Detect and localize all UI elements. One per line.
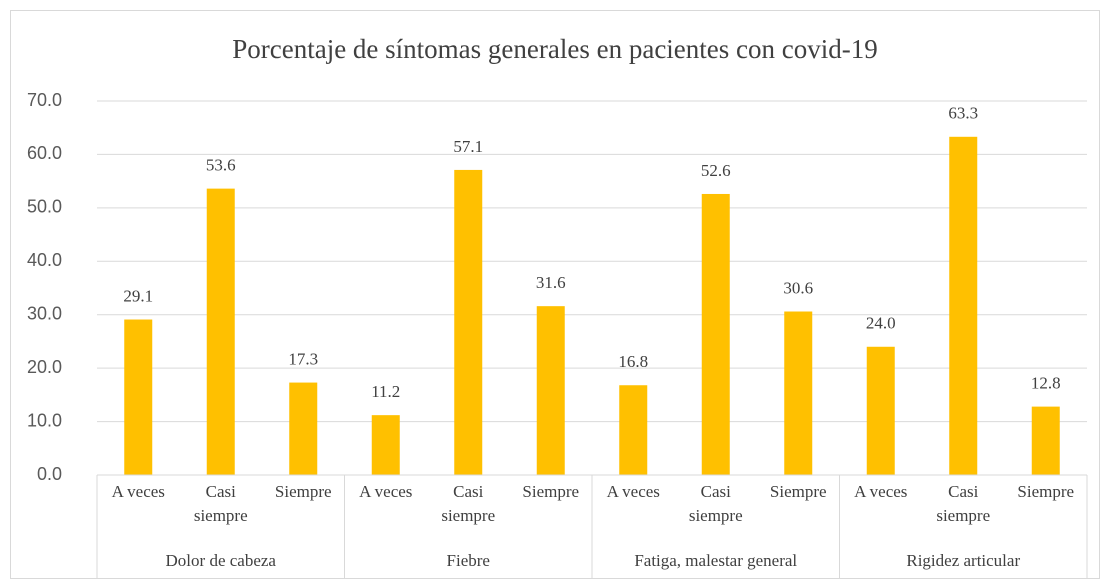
x-tick-label: Siempre — [522, 482, 579, 501]
x-tick-label: Siempre — [1017, 482, 1074, 501]
y-tick-label: 60.0 — [27, 143, 62, 163]
chart-border — [10, 10, 1100, 579]
bar — [1031, 406, 1060, 475]
bar — [949, 136, 978, 475]
y-tick-label: 70.0 — [27, 90, 62, 110]
y-tick-label: 50.0 — [27, 197, 62, 217]
y-tick-label: 0.0 — [37, 464, 62, 484]
x-tick-label: Siempre — [770, 482, 827, 501]
data-label: 30.6 — [783, 278, 813, 297]
x-tick-label: Casi siempre — [936, 482, 990, 525]
bar — [619, 385, 648, 475]
x-tick-label: Casi siempre — [441, 482, 495, 525]
group-label: Fatiga, malestar general — [634, 551, 797, 570]
x-tick-label: A veces — [607, 482, 660, 501]
data-label: 17.3 — [288, 349, 318, 368]
bar — [784, 311, 813, 475]
data-label: 52.6 — [701, 161, 731, 180]
x-tick-label: Casi siempre — [194, 482, 248, 525]
group-label: Rigidez articular — [906, 551, 1020, 570]
data-label: 31.6 — [536, 273, 566, 292]
data-label: 53.6 — [206, 156, 236, 175]
x-tick-label: Siempre — [275, 482, 332, 501]
y-tick-label: 40.0 — [27, 250, 62, 270]
group-label: Dolor de cabeza — [166, 551, 277, 570]
bar — [866, 346, 895, 475]
chart-title: Porcentaje de síntomas generales en paci… — [232, 34, 878, 64]
bar — [701, 193, 730, 476]
y-tick-label: 10.0 — [27, 410, 62, 430]
bar — [371, 415, 400, 475]
y-tick-label: 30.0 — [27, 303, 62, 323]
data-label: 57.1 — [453, 137, 483, 156]
data-label: 63.3 — [948, 104, 978, 123]
bar — [206, 188, 235, 475]
y-tick-label: 20.0 — [27, 357, 62, 377]
data-label: 29.1 — [123, 286, 153, 305]
bar — [454, 169, 483, 475]
x-tick-label: Casi siempre — [689, 482, 743, 525]
data-label: 16.8 — [618, 352, 648, 371]
bar — [536, 306, 565, 475]
data-label: 24.0 — [866, 314, 896, 333]
group-label: Fiebre — [447, 551, 490, 570]
data-label: 12.8 — [1031, 374, 1061, 393]
bar — [124, 319, 153, 475]
x-tick-label: A veces — [359, 482, 412, 501]
x-tick-label: A veces — [112, 482, 165, 501]
data-label: 11.2 — [371, 382, 400, 401]
bar — [289, 382, 318, 475]
x-tick-label: A veces — [854, 482, 907, 501]
